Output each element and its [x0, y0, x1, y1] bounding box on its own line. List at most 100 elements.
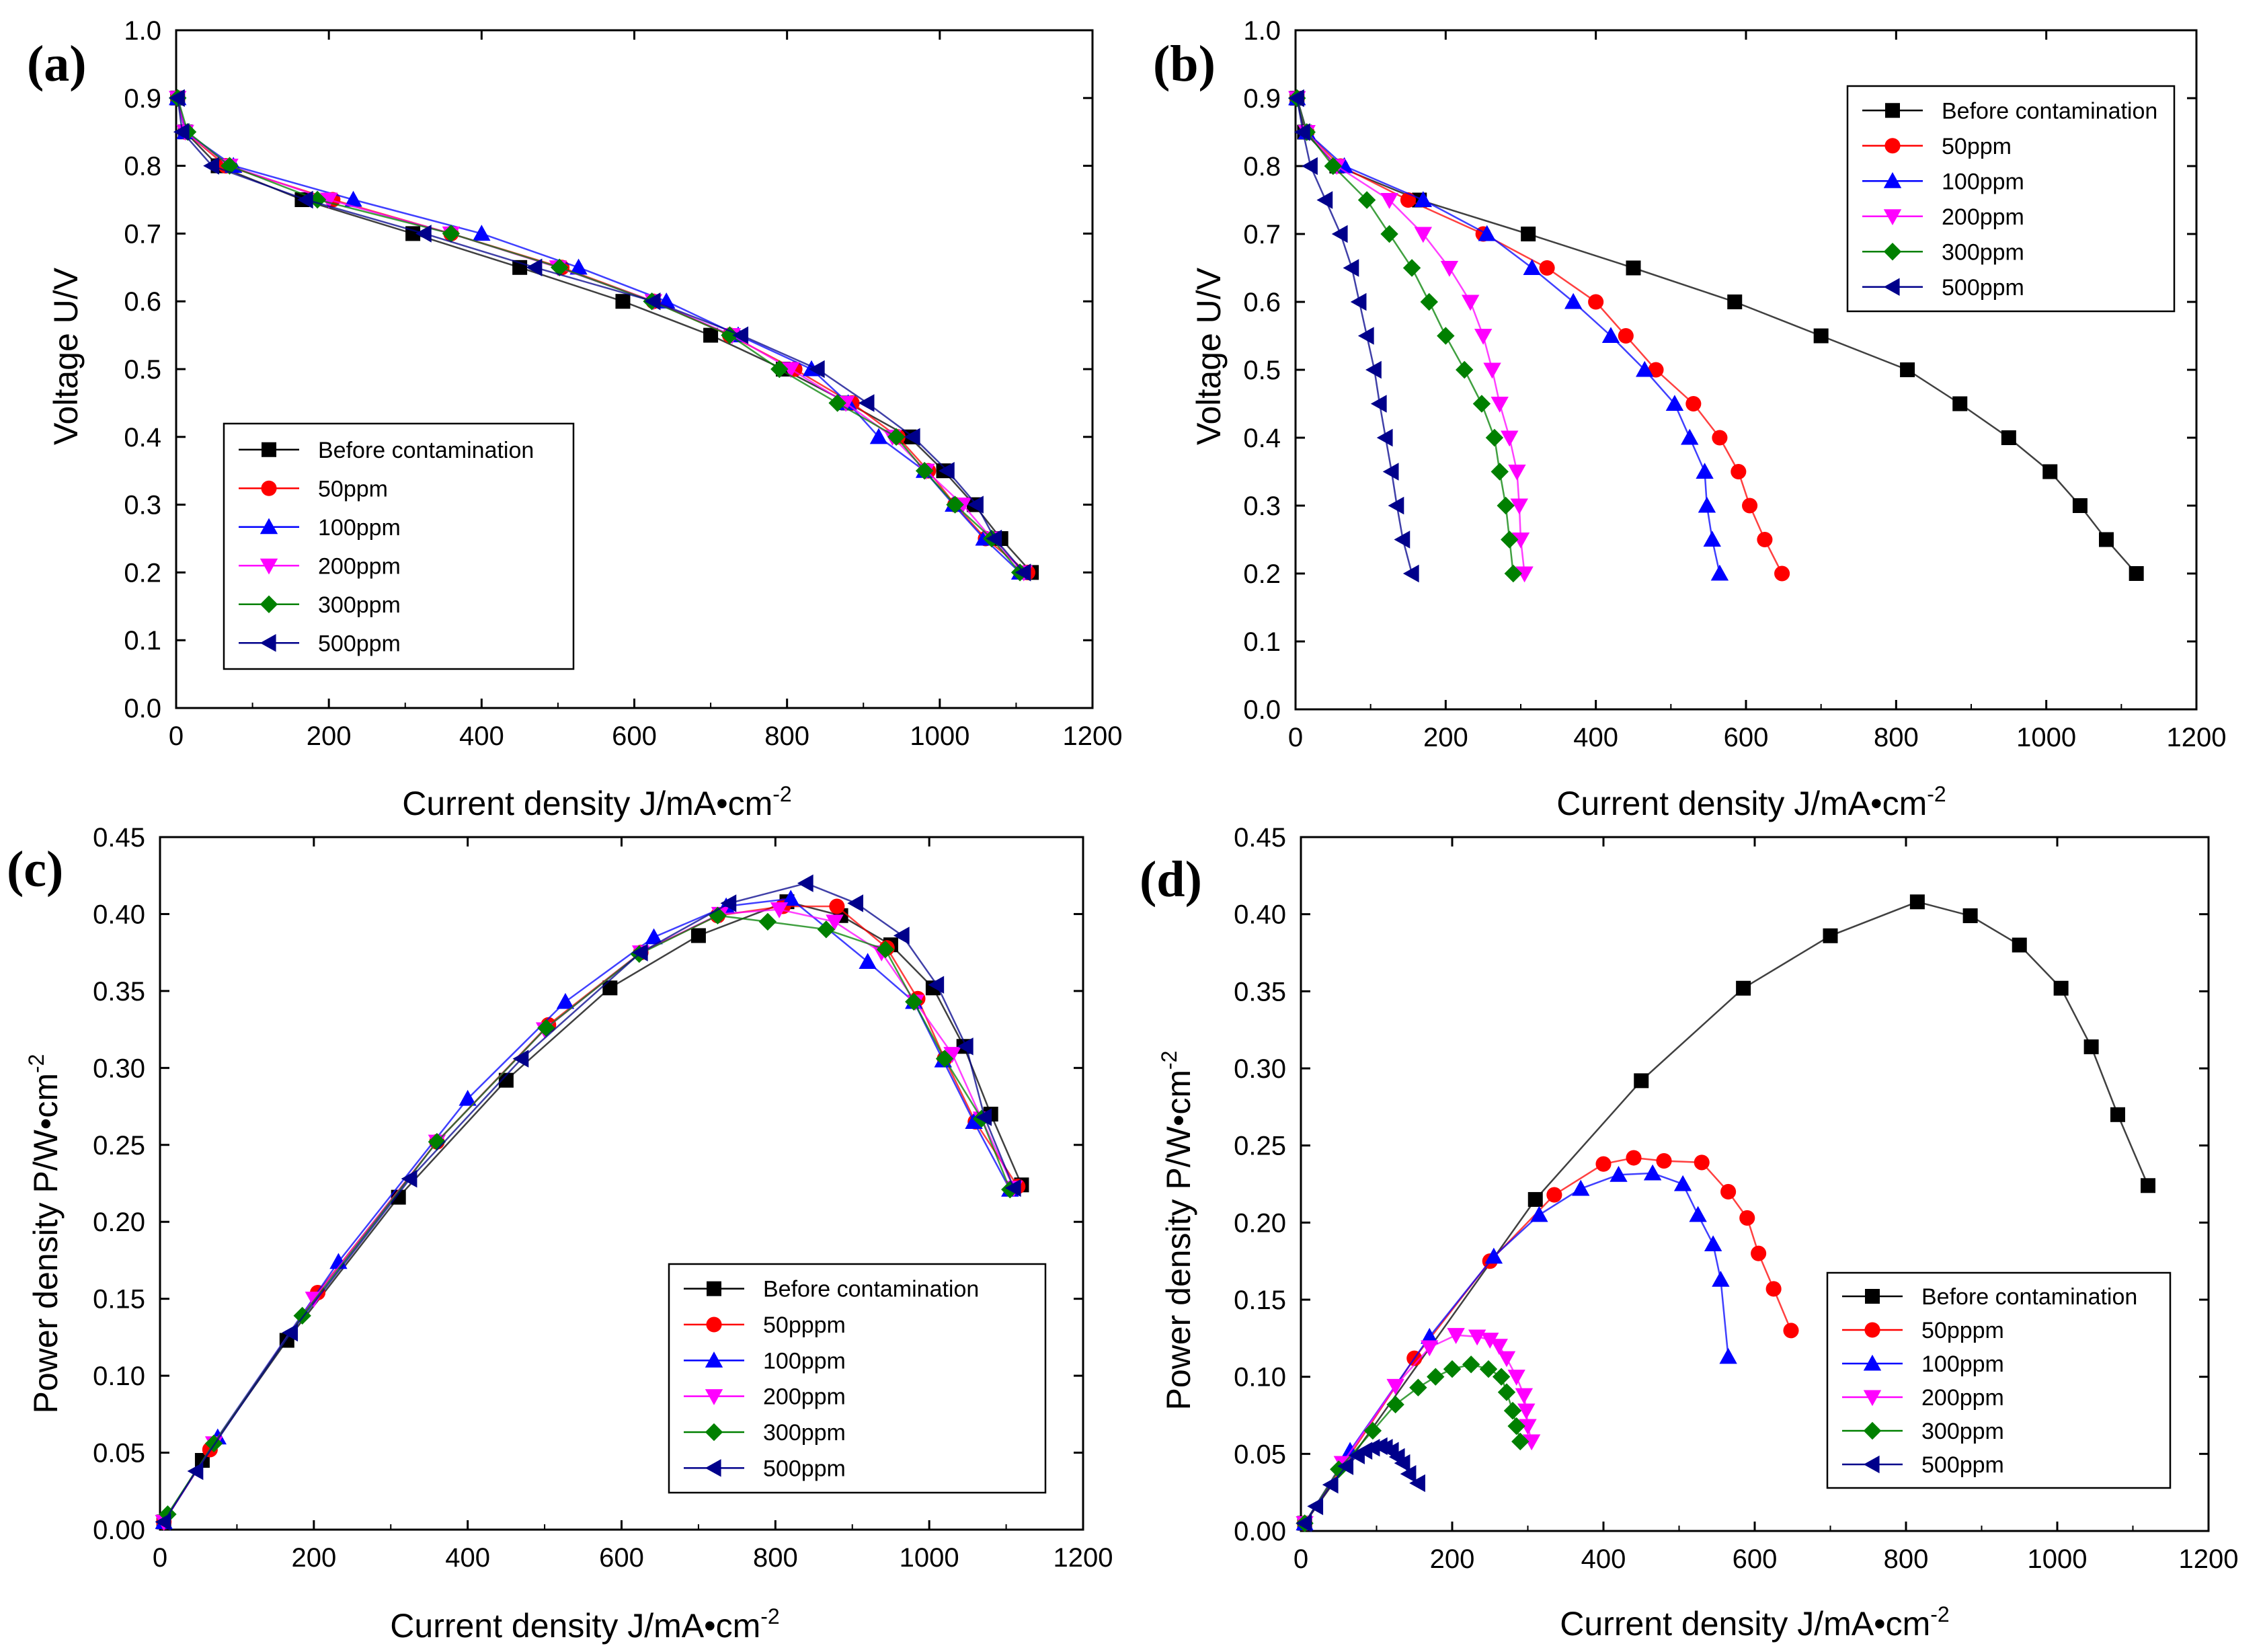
- series-line-c-4: [167, 914, 1011, 1515]
- legend-label-d-3: 200ppm: [1921, 1385, 2004, 1411]
- legend-label-b-3: 200ppm: [1942, 204, 2024, 230]
- y-tick-label-d: 0.40: [1234, 900, 1286, 930]
- data-point-c-2: [459, 1089, 477, 1106]
- data-point-d-3: [1497, 1351, 1516, 1368]
- data-point-d-0: [1634, 1073, 1649, 1089]
- data-point-b-2: [1414, 191, 1433, 208]
- y-axis-title-b: Voltage U/V: [1190, 267, 1228, 445]
- data-point-b-5: [1302, 157, 1318, 175]
- data-point-c-2: [782, 890, 800, 906]
- data-point-a-5: [296, 190, 313, 209]
- y-tick-label-a: 0.1: [124, 626, 161, 656]
- data-point-a-4: [770, 360, 789, 379]
- data-point-b-1: [1539, 260, 1555, 276]
- y-tick-label-a: 0.9: [124, 84, 161, 114]
- data-point-d-0: [1909, 894, 1925, 910]
- data-point-c-4: [709, 906, 727, 925]
- plot-area-b: 0 200 400 600 800 1000 1200 0.0 0.1 0.2 0.3 0.4 0.5 0…: [1243, 16, 2226, 752]
- data-point-a-3: [319, 192, 338, 209]
- data-point-c-5: [631, 943, 648, 961]
- series-c-5: [155, 874, 1021, 1531]
- data-point-d-0: [1527, 1191, 1543, 1207]
- data-point-d-3: [1490, 1339, 1508, 1355]
- data-point-b-5: [1357, 327, 1374, 345]
- y-tick-label-a: 0.2: [124, 558, 161, 588]
- data-point-d-2: [1610, 1166, 1628, 1182]
- data-point-a-5: [526, 258, 543, 276]
- y-tick-label-c: 0.15: [93, 1285, 145, 1314]
- data-point-b-4: [1420, 292, 1438, 311]
- data-point-c-5: [401, 1169, 418, 1188]
- legend-marker-d-1: [1864, 1322, 1880, 1338]
- y-tick-label-b: 0.1: [1243, 627, 1281, 657]
- legend-marker-d-0: [1865, 1289, 1880, 1304]
- data-point-d-4: [1363, 1421, 1382, 1440]
- legend-label-c-0: Before contamination: [763, 1277, 979, 1302]
- y-tick-label-b: 0.2: [1243, 559, 1281, 589]
- data-point-c-5: [187, 1462, 204, 1481]
- data-point-d-1: [1694, 1154, 1710, 1171]
- plot-area-d: 0 200 400 600 800 1000 1200 0.00 0.05 0.10 0.15 0.2…: [1234, 823, 2238, 1574]
- data-point-b-5: [1394, 530, 1410, 549]
- data-point-d-5: [1307, 1497, 1324, 1516]
- x-tick-label-c: 400: [445, 1543, 490, 1573]
- y-tick-label-c: 0.30: [93, 1054, 145, 1083]
- data-point-a-5: [858, 394, 875, 412]
- data-point-b-3: [1511, 532, 1530, 549]
- data-point-c-2: [556, 992, 575, 1009]
- y-tick-label-b: 0.4: [1243, 424, 1281, 453]
- legend-label-d-2: 100ppm: [1921, 1351, 2004, 1377]
- y-tick-label-d: 0.15: [1234, 1286, 1286, 1315]
- data-point-c-4: [537, 1019, 555, 1037]
- y-tick-label-d: 0.25: [1234, 1132, 1286, 1161]
- data-point-c-5: [797, 874, 813, 892]
- legend-marker-c-5: [705, 1459, 721, 1477]
- data-point-b-5: [1365, 360, 1382, 379]
- legend-marker-a-3: [260, 558, 278, 575]
- data-point-b-5: [1402, 564, 1419, 583]
- data-point-b-4: [1357, 191, 1376, 209]
- y-tick-label-b: 0.6: [1243, 288, 1281, 317]
- legend-label-b-0: Before contamination: [1942, 98, 2157, 124]
- data-point-a-2: [569, 258, 588, 275]
- data-point-d-3: [1517, 1403, 1536, 1420]
- legend-marker-b-0: [1885, 103, 1900, 118]
- series-d-3: [1296, 1328, 1541, 1532]
- legend-label-c-5: 500ppm: [763, 1456, 846, 1481]
- data-point-d-2: [1643, 1164, 1662, 1181]
- x-tick-label-a: 800: [764, 721, 809, 751]
- data-point-d-2: [1484, 1247, 1503, 1264]
- data-point-d-1: [1546, 1187, 1562, 1203]
- data-point-a-2: [473, 225, 491, 241]
- data-point-b-5: [1294, 123, 1310, 141]
- legend-label-b-5: 500ppm: [1942, 275, 2024, 301]
- data-point-b-4: [1491, 463, 1509, 481]
- data-point-d-2: [1689, 1206, 1707, 1222]
- data-point-b-2: [1478, 225, 1496, 241]
- data-point-b-5: [1370, 395, 1387, 413]
- data-point-c-5: [282, 1323, 299, 1342]
- data-point-b-5: [1382, 463, 1399, 481]
- x-axis-title-d: Current density J/mA•cm-2: [1560, 1602, 1949, 1643]
- data-point-d-1: [1720, 1183, 1737, 1200]
- data-point-b-3: [1508, 464, 1526, 481]
- data-point-d-0: [2141, 1178, 2155, 1193]
- data-point-c-2: [859, 953, 877, 969]
- x-tick-label-b: 600: [1724, 723, 1769, 752]
- panel-label-a: (a): [27, 36, 87, 92]
- legend-marker-c-2: [705, 1351, 723, 1368]
- data-point-b-5: [1288, 89, 1304, 108]
- x-tick-label-c: 1000: [900, 1543, 959, 1573]
- y-axis-title-c: Power density P/W•cm-2: [24, 1054, 65, 1414]
- y-tick-label-b: 1.0: [1243, 16, 1281, 46]
- x-tick-label-b: 800: [1874, 723, 1919, 752]
- legend-marker-c-3: [705, 1389, 723, 1405]
- data-point-b-2: [1564, 292, 1583, 309]
- data-point-c-0: [391, 1189, 406, 1205]
- data-point-d-2: [1712, 1270, 1730, 1287]
- data-point-b-2: [1681, 428, 1699, 445]
- legend-marker-b-1: [1884, 138, 1901, 154]
- data-point-d-2: [1421, 1327, 1439, 1344]
- data-point-d-3: [1386, 1378, 1404, 1395]
- data-point-b-1: [1685, 395, 1702, 412]
